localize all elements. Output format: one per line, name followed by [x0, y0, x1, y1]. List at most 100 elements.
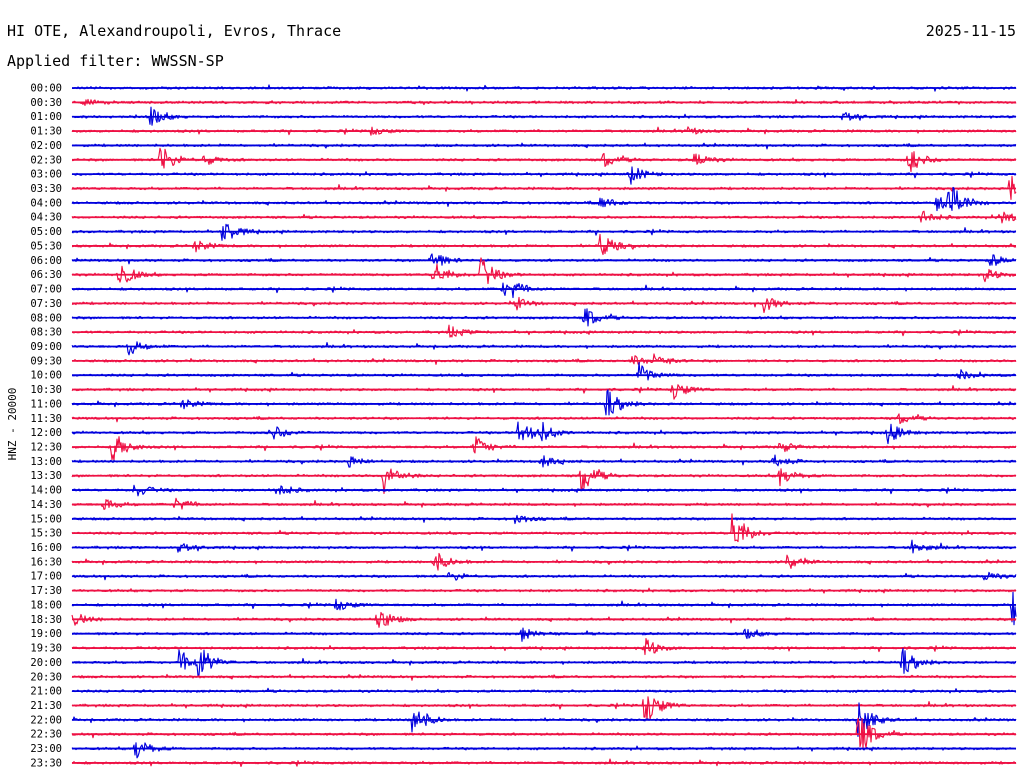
- filter-label: Applied filter: WWSSN-SP: [7, 52, 224, 70]
- seismogram-trace-row: [71, 106, 1017, 126]
- channel-axis-label: HNZ - 20000: [6, 388, 19, 461]
- row-time-label: 20:00: [30, 657, 62, 669]
- seismogram-trace-row: [71, 353, 1017, 366]
- row-time-label: 20:30: [30, 671, 62, 683]
- seismogram-trace-row: [71, 647, 1017, 677]
- row-time-label: 23:00: [30, 743, 62, 755]
- row-time-label: 09:00: [30, 341, 62, 353]
- row-time-label: 18:30: [30, 614, 62, 626]
- row-time-label: 10:00: [30, 370, 62, 382]
- row-time-label: 08:30: [30, 327, 62, 339]
- row-time-label: 15:00: [30, 513, 62, 525]
- row-time-label: 22:30: [30, 729, 62, 741]
- seismogram-trace-row: [71, 513, 1017, 543]
- seismogram-trace-row: [71, 702, 1017, 737]
- row-time-label: 16:30: [30, 556, 62, 568]
- seismogram-trace-row: [71, 436, 1017, 461]
- row-time-label: 14:30: [30, 499, 62, 511]
- seismogram-trace-row: [71, 142, 1017, 150]
- seismogram-trace-row: [71, 389, 1017, 416]
- seismogram-trace-row: [71, 210, 1017, 224]
- row-time-label: 00:00: [30, 83, 62, 95]
- seismogram-trace-row: [71, 454, 1017, 468]
- row-time-label: 13:30: [30, 470, 62, 482]
- seismogram-traces: [71, 84, 1017, 768]
- row-time-label: 02:30: [30, 154, 62, 166]
- seismogram-trace-row: [71, 233, 1017, 256]
- seismogram-trace-row: [71, 98, 1017, 106]
- seismogram-trace-row: [71, 126, 1017, 136]
- seismogram-trace-row: [71, 361, 1017, 381]
- time-tick-labels: 00:00 00:30 01:00 01:30 02:00 02:30 03:00 03:30…: [30, 83, 62, 770]
- seismogram-trace-row: [71, 282, 1017, 299]
- seismogram-trace-row: [71, 539, 1017, 554]
- seismogram-trace-row: [71, 257, 1017, 285]
- row-time-label: 19:00: [30, 628, 62, 640]
- row-time-label: 01:30: [30, 126, 62, 138]
- row-time-label: 12:30: [30, 442, 62, 454]
- seismogram-trace-row: [71, 717, 1017, 750]
- row-time-label: 09:30: [30, 355, 62, 367]
- row-time-label: 15:30: [30, 528, 62, 540]
- row-time-label: 11:00: [30, 398, 62, 410]
- seismogram-trace-row: [71, 484, 1017, 497]
- row-time-label: 04:30: [30, 212, 62, 224]
- row-time-label: 10:30: [30, 384, 62, 396]
- seismogram-trace-row: [71, 758, 1017, 768]
- seismogram-trace-row: [71, 324, 1017, 338]
- row-time-label: 03:00: [30, 169, 62, 181]
- row-time-label: 22:00: [30, 714, 62, 726]
- seismogram-trace-row: [71, 84, 1017, 92]
- seismogram-trace-row: [71, 611, 1017, 628]
- seismogram-trace-row: [71, 384, 1017, 400]
- seismogram-trace-row: [71, 223, 1017, 241]
- station-title: HI OTE, Alexandroupoli, Evros, Thrace: [7, 22, 341, 40]
- row-time-label: 19:30: [30, 643, 62, 655]
- row-time-label: 18:00: [30, 599, 62, 611]
- seismogram-trace-row: [71, 587, 1017, 594]
- seismogram-trace-row: [71, 421, 1017, 445]
- seismogram-trace-row: [71, 637, 1017, 656]
- row-time-label: 06:30: [30, 269, 62, 281]
- seismogram-trace-row: [71, 468, 1017, 494]
- row-time-label: 14:00: [30, 485, 62, 497]
- seismogram-trace-row: [71, 687, 1017, 694]
- row-time-label: 21:30: [30, 700, 62, 712]
- row-time-label: 08:00: [30, 312, 62, 324]
- row-time-label: 02:00: [30, 140, 62, 152]
- seismogram-trace-row: [71, 673, 1017, 681]
- seismogram-trace-row: [71, 253, 1017, 266]
- row-time-label: 06:00: [30, 255, 62, 267]
- row-time-label: 05:30: [30, 240, 62, 252]
- row-time-label: 11:30: [30, 413, 62, 425]
- seismogram-trace-row: [71, 308, 1017, 327]
- row-time-label: 21:00: [30, 686, 62, 698]
- row-time-label: 07:00: [30, 284, 62, 296]
- seismogram-trace-row: [71, 742, 1017, 759]
- row-time-label: 17:00: [30, 571, 62, 583]
- seismogram-trace-row: [71, 341, 1017, 356]
- seismogram-trace-row: [71, 147, 1017, 173]
- row-time-label: 04:00: [30, 197, 62, 209]
- seismogram-trace-row: [71, 571, 1017, 581]
- row-time-label: 05:00: [30, 226, 62, 238]
- seismogram-trace-row: [71, 186, 1017, 212]
- row-time-label: 03:30: [30, 183, 62, 195]
- row-time-label: 01:00: [30, 111, 62, 123]
- seismogram-trace-row: [71, 591, 1017, 626]
- row-time-label: 23:30: [30, 757, 62, 769]
- row-time-label: 16:00: [30, 542, 62, 554]
- seismogram-trace-row: [71, 552, 1017, 571]
- date-label: 2025-11-15: [926, 22, 1016, 40]
- row-time-label: 00:30: [30, 97, 62, 109]
- row-time-label: 17:30: [30, 585, 62, 597]
- seismogram-trace-row: [71, 296, 1017, 314]
- row-time-label: 13:00: [30, 456, 62, 468]
- row-time-label: 12:00: [30, 427, 62, 439]
- seismogram-trace-row: [71, 166, 1017, 185]
- seismogram-trace-row: [71, 497, 1017, 510]
- seismogram-trace-row: [71, 175, 1017, 200]
- seismogram-trace-row: [71, 514, 1017, 525]
- row-time-label: 07:30: [30, 298, 62, 310]
